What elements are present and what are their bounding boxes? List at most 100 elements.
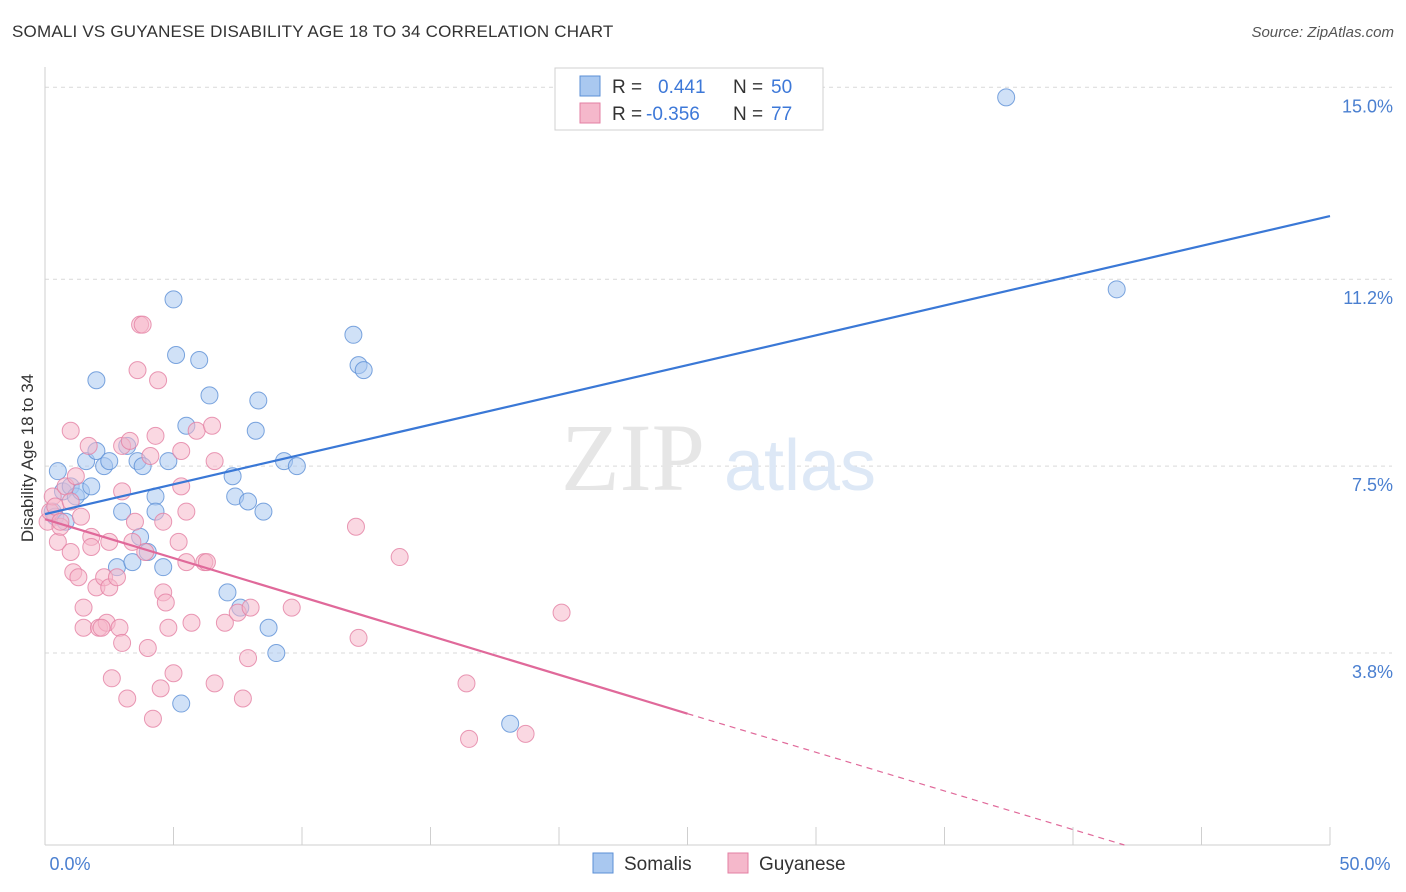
legend-r-label-2: R = bbox=[612, 104, 642, 125]
data-point bbox=[182, 613, 201, 632]
data-point bbox=[125, 512, 144, 531]
data-point bbox=[113, 633, 132, 652]
data-point bbox=[218, 583, 237, 602]
legend-n-value-2: 77 bbox=[771, 104, 792, 125]
data-point bbox=[100, 452, 119, 471]
data-point bbox=[107, 568, 126, 587]
bottom-legend-somalis: Somalis bbox=[624, 854, 692, 875]
data-point bbox=[92, 618, 111, 637]
data-point bbox=[164, 664, 183, 683]
legend-swatch-guyanese bbox=[579, 102, 601, 124]
source-label: Source: ZipAtlas.com bbox=[1251, 24, 1394, 41]
data-point bbox=[457, 674, 476, 693]
legend-n-label-1: N = bbox=[733, 77, 763, 98]
y-tick-label: 11.2% bbox=[1343, 288, 1393, 308]
bottom-legend-guyanese: Guyanese bbox=[759, 854, 846, 875]
gridlines bbox=[45, 86, 1392, 654]
chart-title: SOMALI VS GUYANESE DISABILITY AGE 18 TO … bbox=[12, 22, 614, 41]
trend-lines bbox=[44, 215, 1331, 846]
legend-r-value-2: -0.356 bbox=[646, 104, 700, 125]
data-point bbox=[233, 689, 252, 708]
data-point bbox=[120, 431, 139, 450]
data-point bbox=[82, 537, 101, 556]
data-point bbox=[267, 644, 286, 663]
data-point bbox=[110, 618, 129, 637]
data-point bbox=[71, 507, 90, 526]
data-point bbox=[282, 598, 301, 617]
data-point bbox=[74, 618, 93, 637]
data-point bbox=[997, 88, 1016, 107]
data-point bbox=[87, 371, 106, 390]
watermark-atlas: atlas bbox=[724, 426, 876, 506]
legend-swatch-somalis bbox=[579, 75, 601, 97]
y-tick-label: 7.5% bbox=[1352, 475, 1393, 495]
data-point bbox=[61, 543, 80, 562]
trend-line-extension-guyanese bbox=[687, 713, 1125, 846]
data-point bbox=[143, 709, 162, 728]
data-point bbox=[287, 457, 306, 476]
data-point bbox=[516, 724, 535, 743]
data-point bbox=[61, 492, 80, 511]
legend-n-label-2: N = bbox=[733, 104, 763, 125]
trend-line-guyanese bbox=[44, 518, 688, 715]
data-point bbox=[156, 593, 175, 612]
tick-labels: 3.8% 7.5% 11.2% 15.0% 0.0% 50.0% bbox=[49, 96, 1393, 874]
data-point bbox=[241, 598, 260, 617]
data-points bbox=[38, 88, 1126, 748]
legend-n-value-1: 50 bbox=[771, 77, 792, 98]
data-point bbox=[123, 553, 142, 572]
legend-r-label-1: R = bbox=[612, 77, 642, 98]
data-point bbox=[141, 447, 160, 466]
trend-line-somalis bbox=[44, 215, 1331, 516]
data-point bbox=[354, 361, 373, 380]
data-point bbox=[254, 502, 273, 521]
data-point bbox=[203, 416, 222, 435]
data-point bbox=[246, 421, 265, 440]
data-point bbox=[200, 386, 219, 405]
data-point bbox=[177, 502, 196, 521]
data-point bbox=[390, 548, 409, 567]
data-point bbox=[349, 628, 368, 647]
data-point bbox=[128, 361, 147, 380]
data-point bbox=[164, 290, 183, 309]
data-point bbox=[159, 618, 178, 637]
data-point bbox=[460, 729, 479, 748]
data-point bbox=[82, 477, 101, 496]
data-point bbox=[159, 452, 178, 471]
data-point bbox=[205, 674, 224, 693]
data-point bbox=[118, 689, 137, 708]
data-point bbox=[48, 462, 67, 481]
x-tick-label-min: 0.0% bbox=[49, 854, 90, 874]
data-point bbox=[69, 568, 88, 587]
data-point bbox=[501, 714, 520, 733]
correlation-legend: R = 0.441 N = 50 R = -0.356 N = 77 bbox=[554, 67, 824, 131]
watermark-zip: ZIP bbox=[561, 404, 705, 511]
data-point bbox=[66, 467, 85, 486]
data-point bbox=[79, 436, 98, 455]
data-point bbox=[149, 371, 168, 390]
bottom-legend-swatch-somalis bbox=[592, 852, 614, 874]
series-legend: Somalis Guyanese bbox=[592, 852, 846, 875]
legend-r-value-1: 0.441 bbox=[658, 77, 706, 98]
data-point bbox=[172, 441, 191, 460]
data-point bbox=[154, 512, 173, 531]
data-point bbox=[190, 351, 209, 370]
data-point bbox=[239, 649, 258, 668]
axes bbox=[44, 67, 1331, 846]
data-point bbox=[346, 517, 365, 536]
data-point bbox=[205, 452, 224, 471]
data-point bbox=[167, 345, 186, 364]
data-point bbox=[133, 315, 152, 334]
data-point bbox=[74, 598, 93, 617]
bottom-legend-swatch-guyanese bbox=[727, 852, 749, 874]
y-tick-label: 3.8% bbox=[1352, 662, 1393, 682]
x-tick-label-max: 50.0% bbox=[1339, 854, 1390, 874]
series-guyanese bbox=[38, 315, 571, 748]
data-point bbox=[169, 532, 188, 551]
data-point bbox=[113, 502, 132, 521]
data-point bbox=[259, 618, 278, 637]
data-point bbox=[552, 603, 571, 622]
data-point bbox=[239, 492, 258, 511]
data-point bbox=[344, 325, 363, 344]
